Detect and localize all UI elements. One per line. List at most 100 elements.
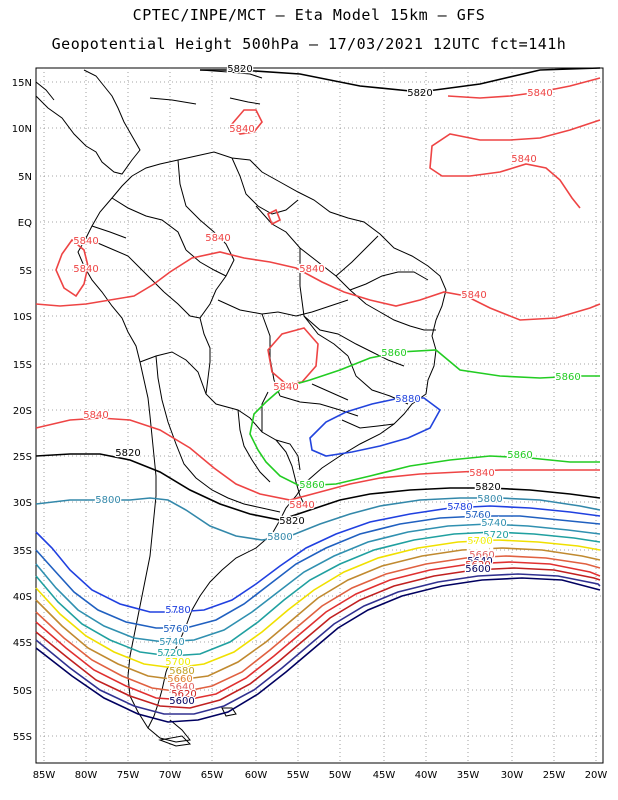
lon-label: 65W <box>201 770 224 781</box>
contour-label-l5720-atl: 5720 <box>483 530 508 541</box>
lat-label: EQ <box>18 218 32 229</box>
latitude-labels: 15N 10N 5N EQ 5S 10S 15S 20S 25S 30S 35S 40S 45S 50S 5… <box>12 78 32 743</box>
lon-label: 50W <box>329 770 352 781</box>
lat-label: 5S <box>19 266 32 277</box>
contour-label-l5840-ven: 5840 <box>229 124 254 135</box>
contour-5820-mid <box>35 453 601 521</box>
contour-5860-south-branch <box>249 387 600 487</box>
lat-label: 15S <box>13 360 32 371</box>
contour-label-l5840-ne-br: 5840 <box>461 290 486 301</box>
contour-label-l5660-pat: 5660 <box>167 674 192 685</box>
contour-label-l5680-atl: 5680 <box>467 544 492 555</box>
contour-5660 <box>35 555 601 693</box>
lat-label: 45S <box>13 638 32 649</box>
contour-label-l5800-atl: 5800 <box>477 494 502 505</box>
contour-label-l5600-atl: 5600 <box>465 564 490 575</box>
contour-label-l5600-pat: 5600 <box>169 696 194 707</box>
contour-5640 <box>35 561 601 701</box>
contour-label-l5820-top: 5820 <box>227 64 252 75</box>
contour-5600 <box>35 573 601 715</box>
contour-label-l5860-e: 5860 <box>555 372 580 383</box>
contour-5860 <box>281 349 600 389</box>
lon-label: 80W <box>75 770 98 781</box>
contour-label-l5620-atl: 5620 <box>465 560 490 571</box>
contour-label-l5840-atl: 5840 <box>469 468 494 479</box>
contour-5680 <box>35 547 601 681</box>
contour-5840-atlantic-loop <box>429 119 601 209</box>
contour-5840-bolivia <box>267 327 319 385</box>
lon-label: 20W <box>585 770 608 781</box>
contour-label-l5720-pat: 5720 <box>157 648 182 659</box>
graticule <box>36 68 603 763</box>
lon-label: 75W <box>117 770 140 781</box>
lat-label: 50S <box>13 686 32 697</box>
contour-5840-northeast <box>447 77 601 99</box>
contour-label-l5780-pat: 5780 <box>165 605 190 616</box>
lon-label: 70W <box>159 770 182 781</box>
contour-5840-amazon <box>35 251 601 321</box>
map-frame <box>35 67 604 764</box>
coastline <box>35 69 447 747</box>
contour-label-l5620-pat: 5620 <box>171 689 196 700</box>
contour-label-l5780-atl: 5780 <box>447 502 472 513</box>
contour-label-l5840-pac: 5840 <box>83 410 108 421</box>
contour-5840-colombia <box>266 208 282 226</box>
lon-label: 40W <box>415 770 438 781</box>
contour-5840-venezuela <box>230 109 263 135</box>
contour-label-l5860-se: 5860 <box>507 450 532 461</box>
lon-label: 55W <box>287 770 310 781</box>
contour-5800 <box>35 497 601 541</box>
lon-label: 60W <box>245 770 268 781</box>
lon-label: 35W <box>457 770 480 781</box>
contour-5820-north <box>200 67 601 93</box>
contour-label-l5860-n: 5860 <box>381 348 406 359</box>
contour-label-l5840-sa: 5840 <box>289 500 314 511</box>
contour-label-l5760-pat: 5760 <box>163 624 188 635</box>
title-line-1: CPTEC/INPE/MCT – Eta Model 15km – GFS <box>132 6 486 24</box>
lat-label: 5N <box>18 172 32 183</box>
lat-label: 30S <box>13 498 32 509</box>
contour-label-l5640-pat: 5640 <box>169 682 194 693</box>
contour-5620 <box>35 567 601 709</box>
lat-label: 15N <box>12 78 32 89</box>
longitude-labels: 85W 80W 75W 70W 65W 60W 55W 50W 45W 40W 35W 30W 25W 2… <box>33 770 608 781</box>
contour-label-l5840-ecu: 5840 <box>73 264 98 275</box>
lat-label: 10S <box>13 312 32 323</box>
contour-label-l5680-pat: 5680 <box>169 666 194 677</box>
contour-5880 <box>309 397 442 457</box>
contour-label-l5820-mid: 5820 <box>115 448 140 459</box>
contour-label-l5740-atl: 5740 <box>481 518 506 529</box>
contour-label-l5840-ne: 5840 <box>527 88 552 99</box>
contour-label-l5840-ne2: 5840 <box>511 154 536 165</box>
contour-label-l5860-s: 5860 <box>299 480 324 491</box>
contour-label-l5880: 5880 <box>395 394 420 405</box>
lon-label: 85W <box>33 770 56 781</box>
contour-label-l5760-atl: 5760 <box>465 510 490 521</box>
contour-label-l5840-br: 5840 <box>299 264 324 275</box>
contour-label-l5840-amz: 5840 <box>205 233 230 244</box>
contour-label-l5820-ar: 5820 <box>279 516 304 527</box>
contour-label-l5700-pat: 5700 <box>165 657 190 668</box>
contour-5700 <box>35 539 601 669</box>
lat-label: 55S <box>13 732 32 743</box>
contour-lines <box>35 67 601 723</box>
lat-label: 25S <box>13 452 32 463</box>
contour-5720 <box>35 531 601 657</box>
contour-label-l5640-atl: 5640 <box>467 556 492 567</box>
contour-5840-south <box>35 417 600 501</box>
title-line-2: Geopotential Height 500hPa – 17/03/2021 … <box>51 35 567 53</box>
contour-label-l5660-atl: 5660 <box>469 550 494 561</box>
contour-5780 <box>35 505 601 613</box>
lat-label: 10N <box>12 124 32 135</box>
contour-label-l5840-col: 5840 <box>73 236 98 247</box>
lon-label: 45W <box>373 770 396 781</box>
contour-5840-ecuador <box>55 238 89 298</box>
lat-label: 35S <box>13 546 32 557</box>
contour-label-l5820-atl: 5820 <box>475 482 500 493</box>
lat-label: 20S <box>13 406 32 417</box>
contour-label-l5740-pat: 5740 <box>159 637 184 648</box>
contour-label-l5800-ar: 5800 <box>267 532 292 543</box>
contour-5580 <box>35 577 601 723</box>
contour-label-l5800-pac: 5800 <box>95 495 120 506</box>
contour-label-l5700-atl: 5700 <box>467 536 492 547</box>
